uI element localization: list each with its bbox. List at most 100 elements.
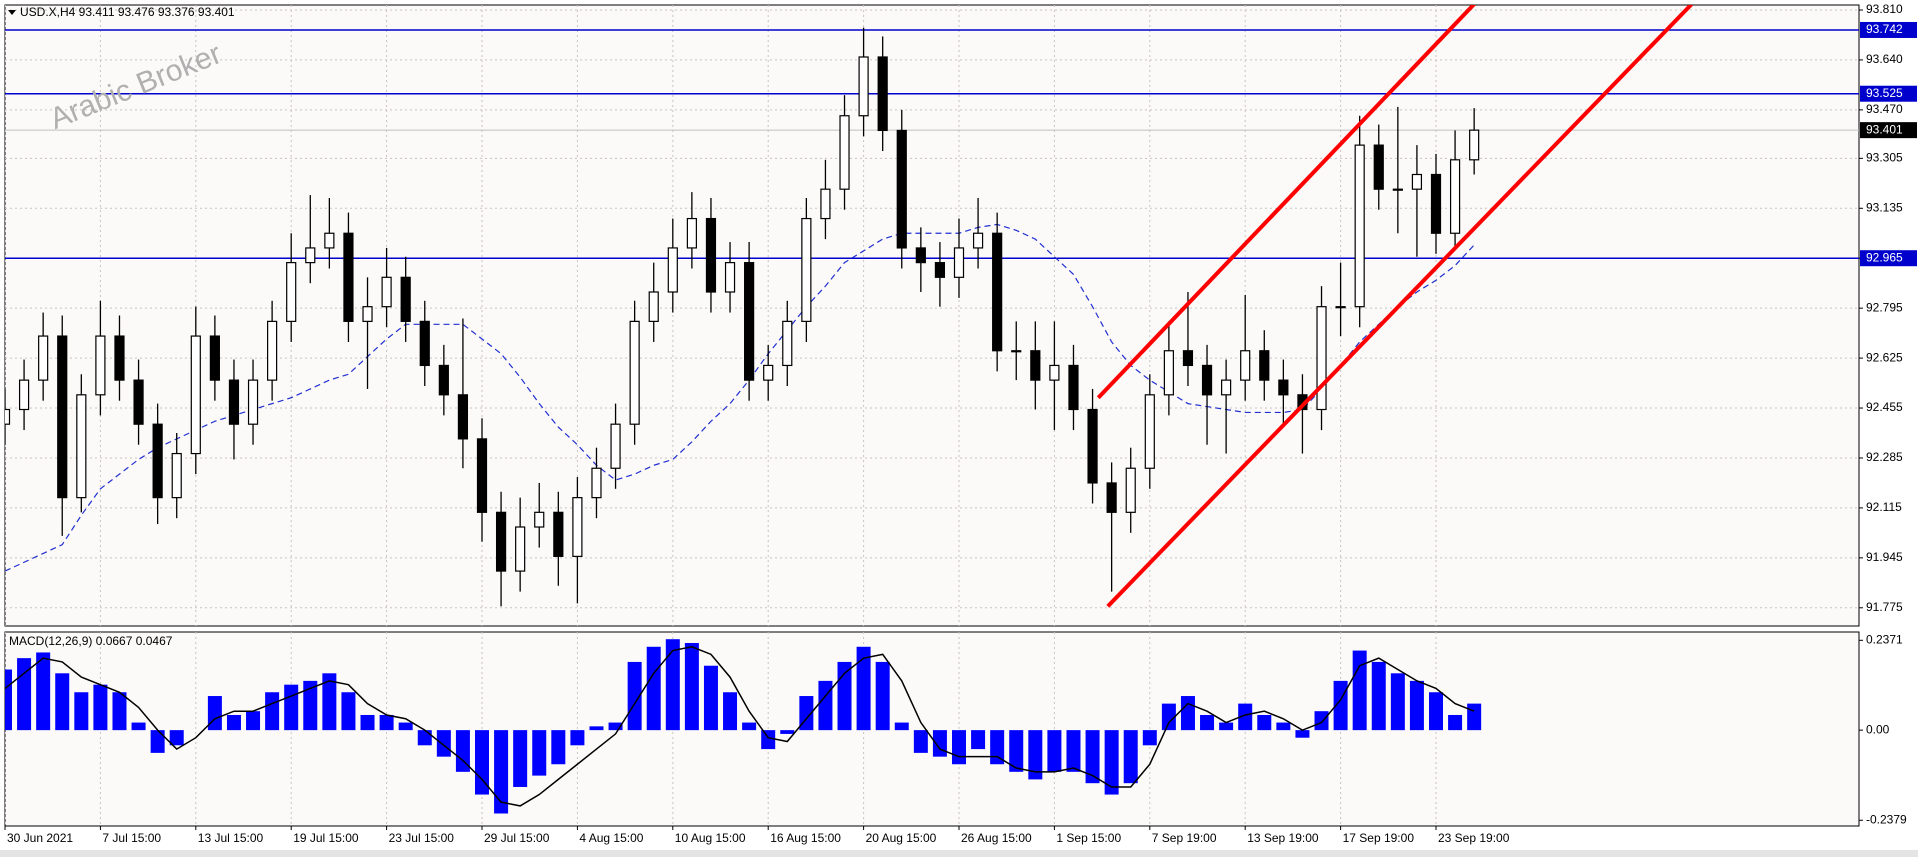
trend-line [1106, 5, 1694, 608]
macd-bar [532, 730, 547, 776]
macd-bar [74, 692, 89, 731]
macd-bar [1085, 730, 1100, 784]
last-price-box [1860, 122, 1917, 139]
candle-body [1430, 173, 1442, 234]
candle-body [553, 511, 564, 557]
candle-body [1469, 129, 1480, 161]
macd-bar [1009, 730, 1024, 772]
macd-bar [1161, 703, 1176, 731]
trend-line [1096, 5, 1476, 400]
candle-body [915, 247, 926, 264]
macd-bar [1238, 703, 1253, 731]
candle-body [1011, 350, 1022, 353]
y-tick-label: 93.470 [1866, 102, 1903, 116]
macd-bar [703, 665, 718, 731]
candle-body [438, 364, 449, 396]
macd-bar [1123, 730, 1138, 784]
candle-body [76, 394, 87, 499]
candle-body [5, 408, 11, 425]
candle-body [114, 335, 125, 381]
last-price-label: 93.401 [1866, 122, 1903, 136]
x-tick-label: 1 Sep 15:00 [1056, 831, 1121, 845]
candle-body [534, 511, 545, 528]
y-tick-label: 92.795 [1866, 300, 1903, 314]
candle-body [171, 452, 182, 499]
candle-body [1278, 379, 1289, 396]
macd-bar [207, 696, 222, 731]
macd-bar [1219, 722, 1234, 731]
macd-bar [1467, 703, 1482, 731]
macd-bar [1371, 661, 1386, 731]
macd-bar [723, 692, 738, 731]
macd-bar [1257, 714, 1272, 731]
candle-body [152, 423, 163, 499]
candle-body [667, 247, 678, 293]
x-tick-label: 13 Jul 15:00 [198, 831, 264, 845]
candle-body [801, 217, 812, 322]
x-tick-label: 7 Sep 19:00 [1152, 831, 1217, 845]
macd-bar [799, 696, 814, 731]
macd-bar [398, 722, 413, 731]
y-tick-label: 93.305 [1866, 151, 1903, 165]
macd-bar [818, 680, 833, 731]
y-tick-label: 0.2371 [1866, 632, 1903, 646]
candle-body [1411, 173, 1423, 190]
candle-body [724, 262, 736, 293]
candle-body [896, 129, 907, 249]
macd-bar [131, 722, 146, 731]
macd-bar [475, 730, 489, 795]
macd-bar [1142, 730, 1157, 746]
macd-bar [36, 652, 51, 731]
macd-bar [570, 730, 585, 746]
macd-bar [1429, 692, 1443, 731]
candle-body [1030, 350, 1041, 381]
macd-bar [494, 730, 509, 814]
candle-body [400, 276, 411, 322]
candle-body [763, 364, 774, 381]
macd-bar [1448, 714, 1463, 731]
candle-body [1163, 350, 1174, 396]
macd-bar [894, 722, 909, 731]
macd-bar [742, 722, 757, 731]
candle-body [1125, 467, 1136, 513]
macd-bar [513, 730, 528, 787]
level-label-box [1860, 250, 1917, 267]
candle-body [457, 394, 469, 440]
macd-bar [551, 730, 566, 765]
macd-bar [93, 684, 108, 731]
x-tick-label: 16 Aug 15:00 [770, 831, 841, 845]
x-tick-label: 10 Aug 15:00 [675, 831, 746, 845]
macd-bar [589, 726, 604, 731]
x-tick-label: 7 Jul 15:00 [102, 831, 161, 845]
candle-body [362, 306, 373, 322]
x-tick-label: 20 Aug 15:00 [866, 831, 937, 845]
level-label-box [1860, 21, 1917, 38]
y-tick-label: 92.115 [1866, 500, 1902, 514]
candle-body [744, 262, 755, 381]
candle-body [1335, 306, 1346, 309]
candle-body [877, 56, 888, 132]
candle-body [1221, 379, 1232, 396]
candle-body [495, 511, 507, 572]
x-tick-label: 23 Sep 19:00 [1438, 831, 1510, 845]
macd-bar [379, 714, 394, 731]
y-tick-label: 93.640 [1866, 52, 1903, 66]
x-tick-label: 30 Jun 2021 [7, 831, 73, 845]
candle-body [686, 217, 697, 249]
x-tick-label: 23 Jul 15:00 [389, 831, 455, 845]
y-tick-label: 93.810 [1866, 2, 1903, 16]
candle-body [228, 379, 240, 425]
macd-bar [265, 692, 280, 731]
macd-bar [665, 639, 680, 731]
candle-body [1106, 482, 1117, 513]
candle-body [1354, 144, 1365, 308]
candle-body [324, 232, 335, 249]
y-tick-label: 92.285 [1866, 450, 1903, 464]
macd-bar [169, 730, 184, 746]
macd-bar [990, 730, 1005, 765]
macd-title: MACD(12,26,9) 0.0667 0.0467 [9, 634, 173, 648]
candle-body [648, 291, 659, 322]
candle-body [381, 276, 392, 308]
candle-body [1316, 306, 1327, 411]
candle-body [629, 320, 640, 425]
